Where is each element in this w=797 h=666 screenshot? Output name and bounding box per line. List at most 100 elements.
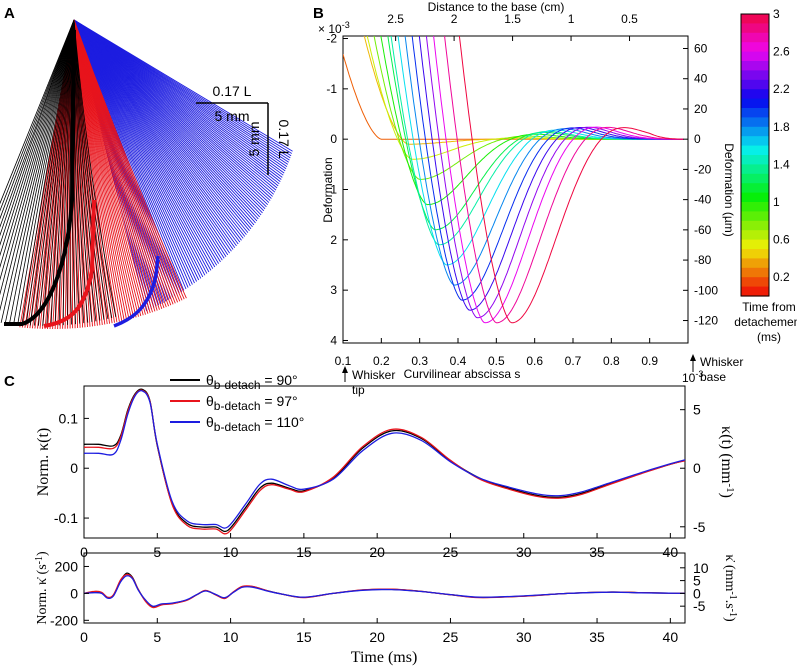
colorbar-title-2: detachement xyxy=(734,315,797,329)
x-tick-label: 30 xyxy=(516,629,532,645)
x-tick-label: 10 xyxy=(223,629,239,645)
right-y-axis-label: Deformation (µm) xyxy=(722,143,736,237)
right-y-tick-label: -5 xyxy=(693,519,706,535)
deformation-curve xyxy=(433,36,684,324)
whisker-line xyxy=(46,19,75,326)
x-tick-label: 0.7 xyxy=(565,354,582,368)
y-tick-label: -0.1 xyxy=(54,510,78,526)
x-tick-label: 35 xyxy=(589,629,605,645)
c-top-y-axis-label: Norm. κ(t) xyxy=(35,428,52,497)
panel-c-top-frame xyxy=(83,385,686,539)
base-annotation-line2: base xyxy=(700,370,726,384)
whisker-line xyxy=(21,19,75,326)
series-line xyxy=(84,390,685,529)
right-y-tick-label: -5 xyxy=(693,598,706,614)
colorbar-tick-label: 3 xyxy=(773,7,780,21)
deformation-curve xyxy=(387,36,684,231)
colorbar-segment xyxy=(741,211,769,222)
x-tick-label: 40 xyxy=(663,629,679,645)
y-tick-label: -200 xyxy=(50,612,78,628)
curvature-curves xyxy=(84,388,685,535)
base-annotation-line1: Whisker xyxy=(700,355,743,369)
colorbar-tick-label: 1 xyxy=(773,195,780,209)
x-tick-label: 0.9 xyxy=(641,354,658,368)
panel-b-deformation-chart: 0.1 0.2 0.3 0.4 0.5 0.6 0.7 0.8 0.9 -2 -1 0 1 2 3 4 2.5 2… xyxy=(318,0,797,397)
whisker-line xyxy=(73,19,113,319)
c-top-right-y-axis-label: κ(t) (mm-1) xyxy=(718,426,736,498)
tip-annotation-line1: Whisker xyxy=(352,368,395,382)
x-tick-label: 0.1 xyxy=(335,354,352,368)
colorbar-segment xyxy=(741,51,769,62)
colorbar-frame xyxy=(740,13,770,297)
curvature-rate-curves xyxy=(84,572,685,609)
x-tick-label: 10 xyxy=(223,544,239,560)
panel-c-top-axes: 0 5 10 15 20 25 30 35 40 0.1 0 -0.1 5 0 -5 xyxy=(54,402,706,560)
whisker-line xyxy=(0,19,75,205)
y-tick-label: 1 xyxy=(330,183,337,197)
x-tick-label: 0.3 xyxy=(411,354,428,368)
y-tick-label: 4 xyxy=(330,333,337,347)
top-x-tick-label: 2.5 xyxy=(387,12,404,26)
colorbar-segment xyxy=(741,267,769,278)
c-bottom-right-y-axis-label: κ̇ (mm-1.s-1) xyxy=(722,554,738,622)
x-tick-label: 0.5 xyxy=(488,354,505,368)
colorbar-ticks: 3 2.6 2.2 1.8 1.4 1 0.6 0.2 xyxy=(773,7,790,284)
whisker-line xyxy=(17,19,75,325)
colorbar-segment xyxy=(741,23,769,34)
blue-whisker-thick xyxy=(113,255,160,328)
whisker-line xyxy=(4,19,75,324)
whisker-line xyxy=(29,19,75,326)
x-tick-label: 40 xyxy=(663,544,679,560)
deformation-curves xyxy=(343,36,684,324)
x-tick-label: 5 xyxy=(153,629,161,645)
colorbar-segment xyxy=(741,258,769,269)
colorbar-tick-label: 0.2 xyxy=(773,270,790,284)
colorbar-tick-label: 2.6 xyxy=(773,45,790,59)
deformation-curve xyxy=(380,36,684,206)
colorbar-segment xyxy=(741,14,769,24)
colorbar-segment xyxy=(741,117,769,128)
x-axis-label: Curvilinear abscissa s xyxy=(404,367,521,381)
colorbar-segment xyxy=(741,277,769,288)
panel-c-label: C xyxy=(4,373,15,390)
colorbar-segment xyxy=(741,192,769,203)
whisker-line xyxy=(73,19,101,321)
colorbar-segment xyxy=(741,145,769,156)
colorbar-segment xyxy=(741,32,769,43)
colorbar-segment xyxy=(741,61,769,71)
colorbar-segment xyxy=(741,286,769,297)
right-y-tick-label: 20 xyxy=(694,102,708,116)
colorbar-segment xyxy=(741,220,769,231)
scale-label-bottom: 5 mm xyxy=(215,108,250,124)
panel-b-label: B xyxy=(313,5,324,22)
whisker-line xyxy=(0,19,75,246)
panel-a-label: A xyxy=(4,5,15,22)
legend-entry: θb-detach = 110° xyxy=(206,414,304,434)
y-tick-label: 0 xyxy=(330,132,337,146)
right-y-tick-label: 0 xyxy=(693,585,701,601)
x-tick-label: 0 xyxy=(80,629,88,645)
whisker-line xyxy=(0,19,75,281)
whisker-line xyxy=(0,19,75,296)
whisker-line xyxy=(0,19,75,228)
colorbar-tick-label: 0.6 xyxy=(773,233,790,247)
colorbar xyxy=(740,13,770,297)
scale-label-top: 0.17 L xyxy=(213,83,252,99)
deformation-curve xyxy=(444,36,684,324)
red-whisker-thick xyxy=(43,199,96,328)
y-tick-label: -1 xyxy=(326,82,337,96)
right-y-tick-label: 40 xyxy=(694,72,708,86)
colorbar-segment xyxy=(741,79,769,90)
x-tick-label: 20 xyxy=(369,629,385,645)
colorbar-title-1: Time from xyxy=(742,300,796,314)
panel-c-top-curvature: 0 5 10 15 20 25 30 35 400.10-0.150-5 Norm. κ(t) … xyxy=(35,369,736,560)
x-tick-label: 0.2 xyxy=(373,354,390,368)
x-tick-label: 30 xyxy=(516,544,532,560)
whisker-line xyxy=(73,19,105,320)
right-y-tick-label: -60 xyxy=(694,223,712,237)
top-x-tick-label: 1 xyxy=(568,12,575,26)
right-y-tick-label: 5 xyxy=(693,402,701,418)
colorbar-segment xyxy=(741,136,769,147)
